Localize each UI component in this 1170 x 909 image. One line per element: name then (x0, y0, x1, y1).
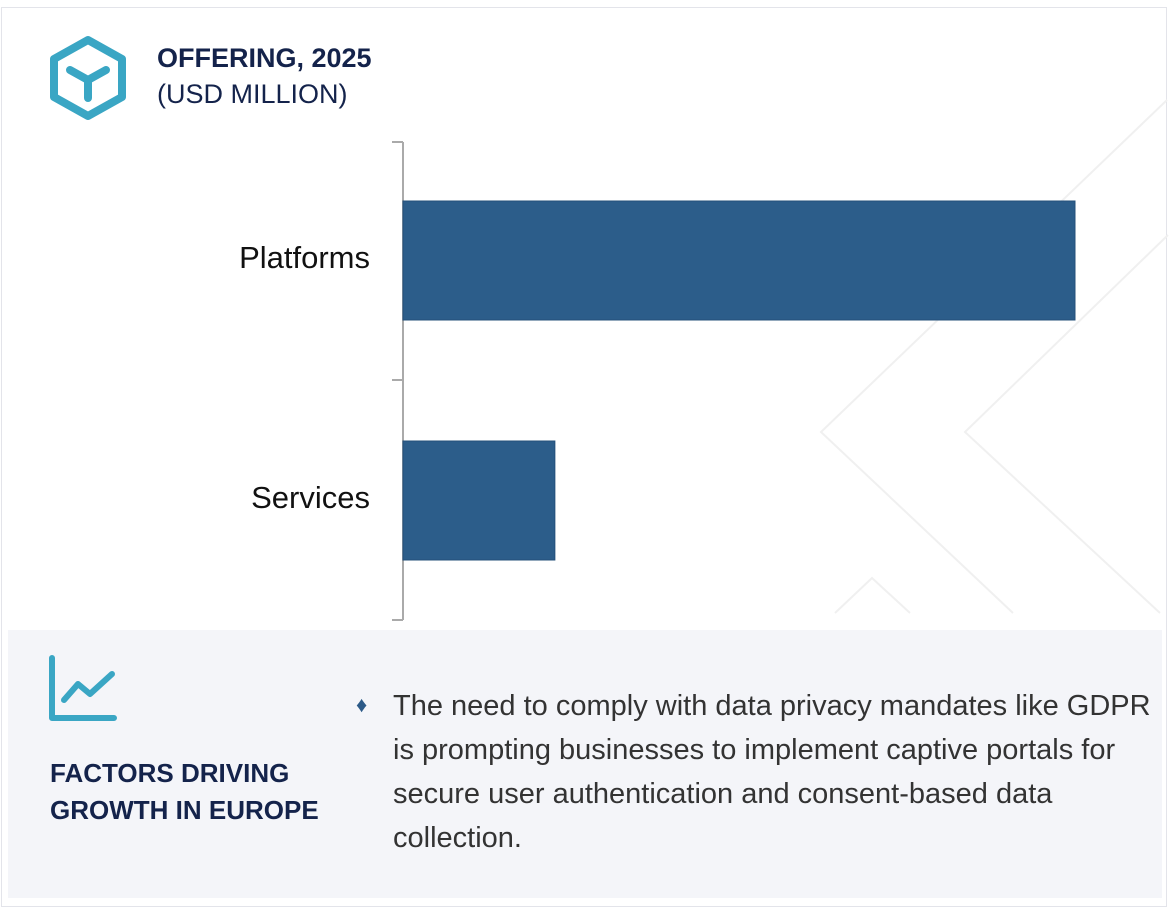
bar-services (402, 440, 556, 561)
chart-title: OFFERING, 2025 (USD MILLION) (157, 40, 372, 112)
factors-panel (8, 630, 1162, 898)
bar-platforms (402, 200, 1076, 321)
category-label-platforms: Platforms (239, 240, 370, 275)
factors-heading-line2: GROWTH IN EUROPE (50, 795, 319, 825)
diamond-icon: ♦ (356, 692, 368, 717)
cube-icon (50, 36, 126, 120)
category-label-services: Services (251, 480, 370, 515)
bar-chart (392, 141, 1076, 621)
subtitle-text: (USD MILLION) (157, 79, 348, 109)
title-text: OFFERING, 2025 (157, 43, 372, 73)
factors-heading-line1: FACTORS DRIVING (50, 758, 290, 788)
line-chart-icon (49, 655, 117, 721)
factor-text: The need to comply with data privacy man… (393, 690, 1151, 854)
factors-heading: FACTORS DRIVING GROWTH IN EUROPE (50, 755, 319, 829)
y-axis (392, 141, 404, 621)
